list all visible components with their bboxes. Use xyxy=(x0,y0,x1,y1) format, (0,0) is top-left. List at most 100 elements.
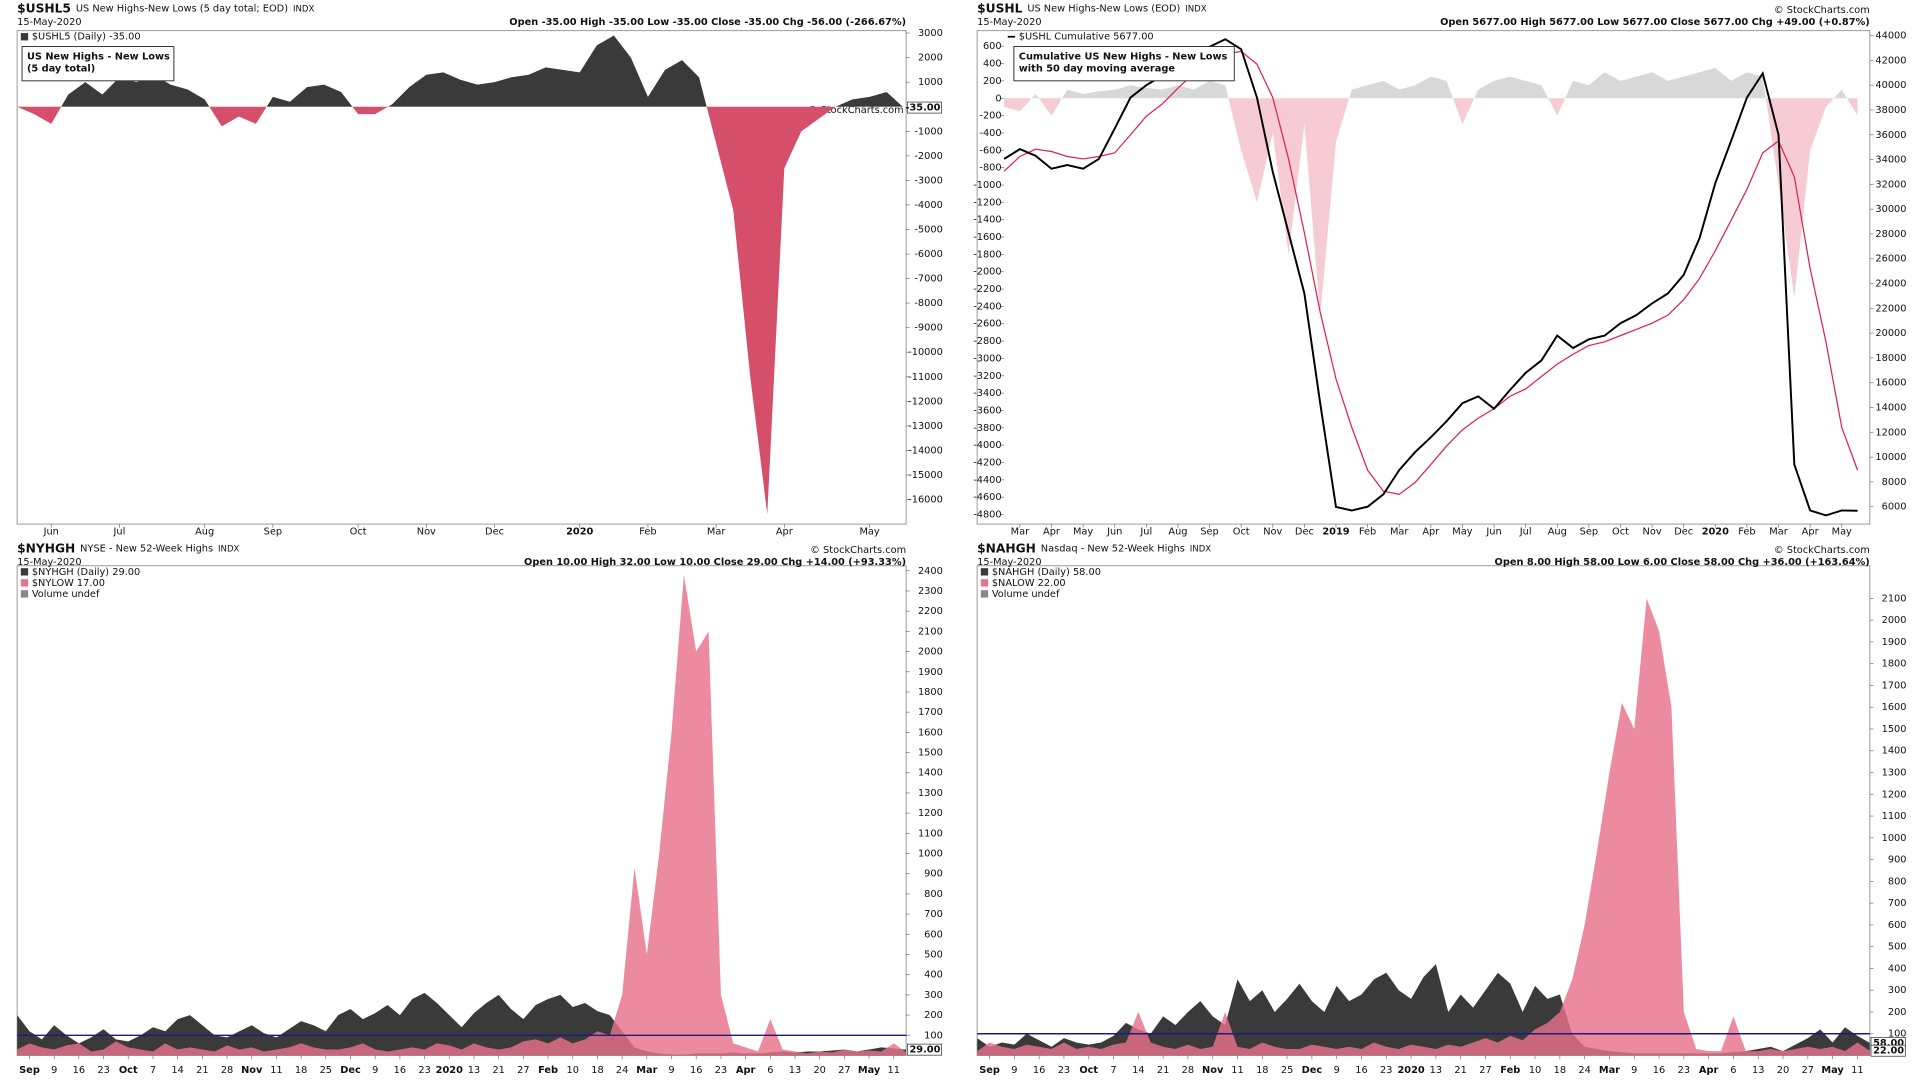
area xyxy=(977,964,1870,1056)
y-tick-label: -15000 xyxy=(908,470,943,481)
x-tick-label: 23 xyxy=(97,1065,109,1076)
symbol: $NAHGH xyxy=(977,541,1036,555)
y-tick-label: -2200 xyxy=(973,284,1001,295)
x-tick-label: 2020 xyxy=(436,1065,463,1076)
y-tick-label: 1700 xyxy=(1882,680,1907,691)
x-tick-label: 28 xyxy=(1182,1065,1194,1076)
copyright: © StockCharts.com xyxy=(1774,545,1870,556)
y-tick-label: 2000 xyxy=(918,647,943,658)
y-tick-label: -4800 xyxy=(973,510,1001,521)
y-tick-label: -200 xyxy=(979,111,1001,122)
x-tick-label: Sep xyxy=(979,1065,1000,1076)
x-tick-label: 16 xyxy=(690,1065,702,1076)
x-tick-label: 23 xyxy=(1380,1065,1392,1076)
y-tick-label: 1500 xyxy=(1882,724,1907,735)
x-tick-label: 16 xyxy=(394,1065,406,1076)
plot-frame xyxy=(976,565,1871,1056)
chart-header: $NAHGH Nasdaq - New 52-Week Highs INDX xyxy=(977,541,1211,555)
x-tick-label: 23 xyxy=(1678,1065,1690,1076)
x-tick-label: 23 xyxy=(715,1065,727,1076)
y-tick-label: -2400 xyxy=(973,301,1001,312)
y-tick-label: -2600 xyxy=(973,319,1001,330)
y-tick-label: 1000 xyxy=(1882,833,1907,844)
y-tick-label: -4000 xyxy=(914,200,942,211)
area xyxy=(17,574,907,1056)
y-tick-label: -1000 xyxy=(914,126,942,137)
y-tick-label: 2000 xyxy=(1882,615,1907,626)
y-tick-label: 8000 xyxy=(1882,477,1907,488)
x-tick-label: 14 xyxy=(171,1065,183,1076)
x-tick-label: 6 xyxy=(767,1065,773,1076)
y-tick-label: -6000 xyxy=(914,249,942,260)
y-tick-label: 22000 xyxy=(1875,303,1906,314)
legend-note: Volume undef xyxy=(992,589,1060,600)
x-tick-label: Sep xyxy=(264,526,282,537)
y-tick-label: -4200 xyxy=(973,458,1001,469)
y-tick-label: 40000 xyxy=(1875,80,1906,91)
y-tick-label: 38000 xyxy=(1875,105,1906,116)
y-tick-label: 1200 xyxy=(918,808,943,819)
legend-label: $USHL Cumulative 5677.00 xyxy=(1019,32,1154,43)
exchange: INDX xyxy=(1185,4,1207,14)
chart-title: US New Highs-New Lows (EOD) xyxy=(1027,4,1180,15)
annotation-text: with 50 day moving average xyxy=(1019,64,1176,75)
annotation-text: (5 day total) xyxy=(27,64,95,75)
x-tick-label: Dec xyxy=(1302,1065,1323,1076)
area xyxy=(17,992,907,1056)
y-tick-label: -3000 xyxy=(914,175,942,186)
y-tick-label: 28000 xyxy=(1875,229,1906,240)
x-tick-label: 13 xyxy=(789,1065,801,1076)
x-tick-label: 9 xyxy=(1334,1065,1340,1076)
x-tick-label: 18 xyxy=(295,1065,307,1076)
y-tick-label: 6000 xyxy=(1882,502,1907,513)
x-tick-label: Oct xyxy=(1612,526,1629,537)
x-tick-label: Apr xyxy=(1802,526,1820,537)
chart-date: 15-May-2020 xyxy=(17,557,81,568)
y-tick-label: 300 xyxy=(1888,985,1907,996)
x-tick-label: 11 xyxy=(888,1065,900,1076)
y-tick-label: -600 xyxy=(979,145,1001,156)
y-tick-label: 30000 xyxy=(1875,204,1906,215)
y-tick-label: 700 xyxy=(1888,898,1907,909)
y-tick-label: 300 xyxy=(924,990,943,1001)
x-tick-label: Oct xyxy=(1079,1065,1098,1076)
y-tick-label: -4400 xyxy=(973,475,1001,486)
x-tick-label: Apr xyxy=(1422,526,1440,537)
y-tick-label: -3200 xyxy=(973,371,1001,382)
x-tick-label: Apr xyxy=(1699,1065,1719,1076)
x-tick-label: 2020 xyxy=(566,526,593,537)
symbol: $USHL5 xyxy=(17,1,71,15)
x-tick-label: 18 xyxy=(1554,1065,1566,1076)
y-tick-label: 1200 xyxy=(1882,789,1907,800)
quote: Open 5677.00 High 5677.00 Low 5677.00 Cl… xyxy=(1440,17,1870,28)
last-value-label: 29.00 xyxy=(909,1045,940,1056)
x-tick-label: 27 xyxy=(838,1065,850,1076)
legend-icon xyxy=(20,579,29,587)
x-tick-label: 25 xyxy=(1281,1065,1293,1076)
chart-title: NYSE - New 52-Week Highs xyxy=(80,544,213,555)
area xyxy=(977,598,1870,1056)
legend-note: Volume undef xyxy=(32,589,100,600)
y-tick-label: -3000 xyxy=(973,353,1001,364)
y-tick-label: 400 xyxy=(983,59,1002,70)
legend-label: $NYLOW 17.00 xyxy=(32,578,105,589)
y-tick-label: 1600 xyxy=(918,727,943,738)
x-tick-label: Nov xyxy=(1263,526,1282,537)
last-value-label: 22.00 xyxy=(1873,1046,1904,1057)
x-tick-label: Feb xyxy=(639,526,656,537)
x-tick-label: Dec xyxy=(1295,526,1314,537)
annotation-text: US New Highs - New Lows xyxy=(27,51,170,62)
y-tick-label: 1300 xyxy=(918,788,943,799)
x-tick-label: 16 xyxy=(1355,1065,1367,1076)
area-positive xyxy=(1031,67,1848,99)
y-tick-label: -16000 xyxy=(908,495,943,506)
y-tick-label: 10000 xyxy=(1875,452,1906,463)
x-tick-label: Mar xyxy=(1769,526,1788,537)
y-tick-label: -10000 xyxy=(908,347,943,358)
y-tick-label: 16000 xyxy=(1875,378,1906,389)
y-tick-label: 1800 xyxy=(1882,659,1907,670)
x-tick-label: Apr xyxy=(736,1065,756,1076)
x-tick-label: 16 xyxy=(1653,1065,1665,1076)
y-tick-label: -2800 xyxy=(973,336,1001,347)
